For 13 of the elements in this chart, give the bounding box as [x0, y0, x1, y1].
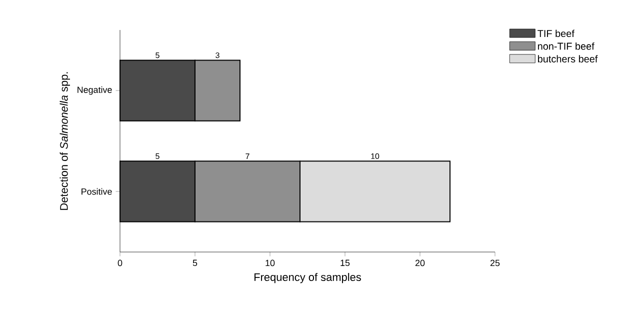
legend-label: butchers beef	[538, 55, 598, 62]
x-axis-title: Frequency of samples	[254, 272, 361, 284]
x-tick-label: 10	[266, 260, 275, 266]
y-tick-label: Negative	[78, 86, 112, 95]
x-tick-label: 0	[118, 260, 122, 266]
y-tick-label: Positive	[82, 188, 112, 195]
y-axis-title: Detection of Salmonella spp.	[60, 72, 70, 210]
legend-label: TIF beef	[538, 30, 574, 38]
legend-label: non-TIF beef	[538, 42, 594, 50]
x-tick-label: 20	[415, 260, 425, 266]
x-tick-label: 5	[192, 260, 198, 266]
x-tick-label: 15	[340, 260, 350, 266]
x-tick-label: 25	[490, 260, 500, 266]
